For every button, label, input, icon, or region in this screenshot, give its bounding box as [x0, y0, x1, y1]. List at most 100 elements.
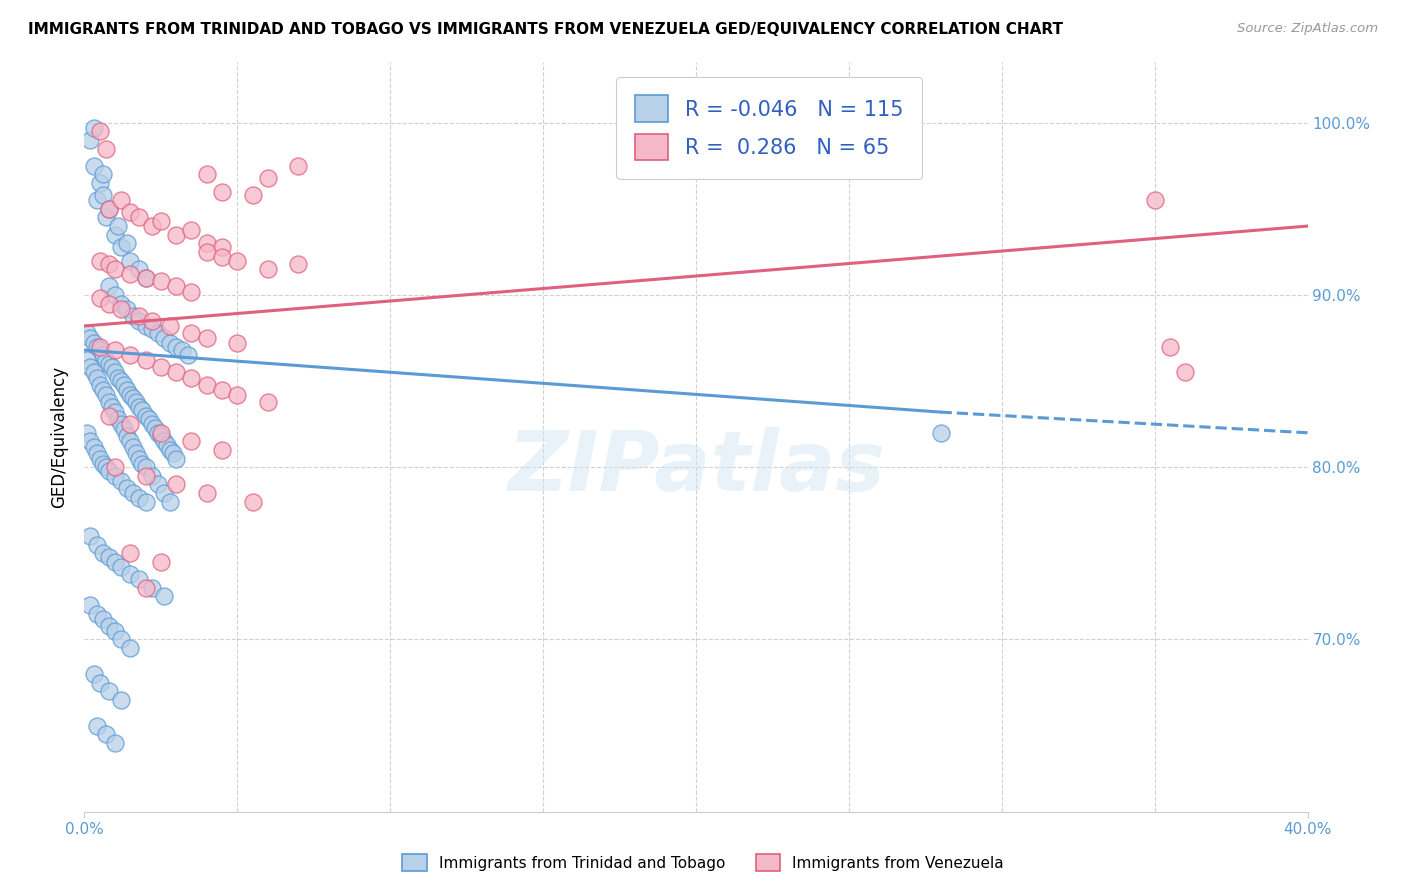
- Point: [135, 270, 157, 285]
- Point: [141, 219, 163, 233]
- Point: [79, 529, 101, 543]
- Point: [76, 353, 98, 368]
- Point: [120, 253, 142, 268]
- Point: [110, 374, 132, 388]
- Point: [141, 322, 163, 336]
- Point: [76, 425, 98, 440]
- Point: [128, 491, 150, 506]
- Point: [156, 438, 179, 452]
- Point: [1159, 340, 1181, 354]
- Point: [97, 394, 120, 409]
- Point: [226, 336, 249, 351]
- Point: [97, 279, 120, 293]
- Point: [153, 331, 176, 345]
- Point: [122, 440, 145, 454]
- Point: [112, 422, 135, 436]
- Point: [86, 607, 108, 621]
- Point: [110, 560, 132, 574]
- Point: [94, 460, 117, 475]
- Point: [86, 538, 108, 552]
- Point: [149, 274, 172, 288]
- Point: [104, 624, 127, 638]
- Text: ZIPatlas: ZIPatlas: [508, 426, 884, 508]
- Point: [195, 486, 218, 500]
- Point: [115, 301, 138, 316]
- Point: [91, 383, 114, 397]
- Point: [101, 400, 124, 414]
- Legend: Immigrants from Trinidad and Tobago, Immigrants from Venezuela: Immigrants from Trinidad and Tobago, Imm…: [396, 848, 1010, 877]
- Point: [131, 457, 153, 471]
- Point: [115, 429, 138, 443]
- Point: [226, 388, 249, 402]
- Point: [97, 257, 120, 271]
- Point: [135, 318, 157, 333]
- Point: [242, 188, 264, 202]
- Point: [120, 567, 142, 582]
- Point: [110, 296, 132, 310]
- Point: [165, 340, 187, 354]
- Point: [120, 268, 142, 282]
- Point: [165, 279, 187, 293]
- Point: [172, 343, 194, 357]
- Point: [110, 474, 132, 488]
- Point: [128, 400, 150, 414]
- Text: Source: ZipAtlas.com: Source: ZipAtlas.com: [1237, 22, 1378, 36]
- Point: [120, 641, 142, 656]
- Point: [180, 326, 202, 340]
- Point: [104, 468, 127, 483]
- Point: [110, 193, 132, 207]
- Point: [211, 185, 233, 199]
- Point: [120, 388, 142, 402]
- Point: [195, 331, 218, 345]
- Y-axis label: GED/Equivalency: GED/Equivalency: [51, 366, 69, 508]
- Point: [195, 236, 218, 251]
- Point: [149, 429, 172, 443]
- Point: [131, 403, 153, 417]
- Point: [122, 392, 145, 406]
- Point: [138, 412, 160, 426]
- Point: [91, 612, 114, 626]
- Point: [94, 388, 117, 402]
- Point: [128, 309, 150, 323]
- Point: [128, 572, 150, 586]
- Point: [195, 168, 218, 182]
- Point: [104, 288, 127, 302]
- Point: [115, 236, 138, 251]
- Point: [94, 142, 117, 156]
- Point: [153, 590, 176, 604]
- Point: [120, 348, 142, 362]
- Point: [128, 211, 150, 225]
- Point: [257, 394, 280, 409]
- Point: [128, 451, 150, 466]
- Point: [110, 240, 132, 254]
- Point: [128, 314, 150, 328]
- Point: [107, 219, 129, 233]
- Point: [97, 202, 120, 216]
- Point: [128, 262, 150, 277]
- Point: [107, 370, 129, 384]
- Point: [165, 366, 187, 380]
- Point: [86, 718, 108, 732]
- Point: [110, 417, 132, 432]
- Point: [94, 211, 117, 225]
- Point: [929, 425, 952, 440]
- Point: [110, 632, 132, 647]
- Point: [83, 667, 105, 681]
- Point: [159, 442, 181, 457]
- Point: [91, 168, 114, 182]
- Point: [211, 240, 233, 254]
- Point: [146, 326, 169, 340]
- Point: [110, 301, 132, 316]
- Point: [177, 348, 200, 362]
- Point: [97, 618, 120, 632]
- Point: [135, 494, 157, 508]
- Point: [104, 460, 127, 475]
- Point: [211, 383, 233, 397]
- Point: [153, 434, 176, 449]
- Point: [211, 442, 233, 457]
- Point: [104, 736, 127, 750]
- Point: [125, 446, 148, 460]
- Point: [79, 331, 101, 345]
- Point: [146, 477, 169, 491]
- Point: [97, 549, 120, 564]
